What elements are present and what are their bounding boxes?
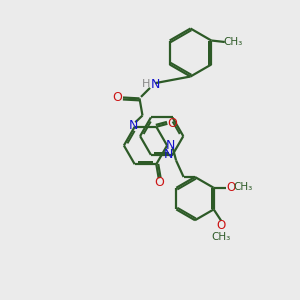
- Text: H: H: [142, 79, 151, 89]
- Text: O: O: [112, 91, 122, 104]
- Text: N: N: [164, 148, 174, 161]
- Text: N: N: [128, 119, 138, 132]
- Text: O: O: [167, 117, 177, 130]
- Text: O: O: [154, 176, 164, 189]
- Text: CH₃: CH₃: [212, 232, 231, 242]
- Text: N: N: [166, 139, 175, 152]
- Text: O: O: [226, 181, 235, 194]
- Text: CH₃: CH₃: [224, 37, 243, 47]
- Text: N: N: [151, 77, 160, 91]
- Text: O: O: [217, 219, 226, 232]
- Text: CH₃: CH₃: [233, 182, 252, 192]
